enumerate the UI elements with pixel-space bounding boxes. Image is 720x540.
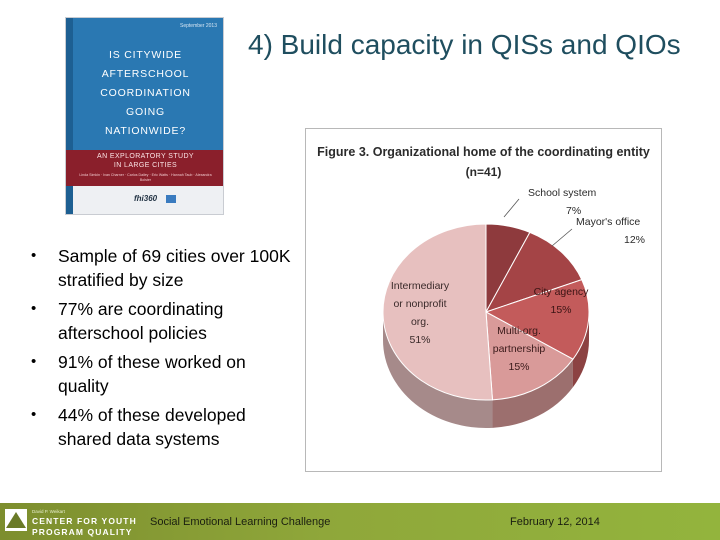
cover-subtitle: AN EXPLORATORY STUDY IN LARGE CITIES bbox=[97, 153, 194, 169]
cypq-logo-triangle bbox=[6, 512, 26, 528]
pie-slice bbox=[484, 278, 590, 360]
cover-red-band bbox=[66, 150, 223, 186]
bullet-item: • Sample of 69 cities over 100K stratifie… bbox=[30, 244, 300, 292]
pie-slice bbox=[382, 223, 494, 401]
pie-slice-side bbox=[383, 312, 493, 428]
bullet-item: • 77% are coordinating afterschool polici… bbox=[30, 297, 300, 345]
bullet-item: • 44% of these developed shared data syst… bbox=[30, 403, 300, 451]
leader-line bbox=[503, 198, 520, 218]
slice-label: School system 7% bbox=[528, 187, 597, 217]
cover-spine bbox=[66, 18, 73, 214]
slice-label: City agency 15% bbox=[534, 286, 590, 316]
slide-title: 4) Build capacity in QISs and QIOs bbox=[248, 29, 681, 60]
fhi360-logo: fhi360 bbox=[134, 194, 158, 203]
pie-chart-figure: Figure 3. Organizational home of the coo… bbox=[305, 128, 662, 472]
partner-logo-icon bbox=[166, 195, 176, 203]
footer-date: February 12, 2014 bbox=[510, 516, 600, 528]
leader-line bbox=[551, 228, 573, 247]
pie-slice-side bbox=[572, 312, 589, 388]
footer-event: Social Emotional Learning Challenge bbox=[150, 516, 331, 528]
cover-blue-panel bbox=[66, 18, 223, 150]
pie-slice-side bbox=[492, 359, 573, 428]
bullet-text: 77% are coordinating afterschool policie… bbox=[58, 299, 224, 343]
bullet-text: Sample of 69 cities over 100K stratified… bbox=[58, 246, 291, 290]
pie-chart: School system 7%Mayor's office 12% City age… bbox=[382, 187, 645, 428]
chart-title: Figure 3. Organizational home of the coo… bbox=[317, 145, 650, 159]
report-cover-image: September 2013 IS CITYWIDE AFTERSCHOOL C… bbox=[66, 18, 223, 214]
pie-slice bbox=[484, 231, 583, 313]
bullet-item: • 91% of these worked on quality bbox=[30, 350, 300, 398]
logo-text-line2: PROGRAM QUALITY bbox=[32, 527, 133, 537]
logo-small-text: David P. Weikart bbox=[32, 509, 65, 514]
bullet-list: • Sample of 69 cities over 100K stratifie… bbox=[30, 244, 300, 456]
bullet-icon: • bbox=[31, 406, 37, 423]
slice-label: Intermediary or nonprofit org. 51% bbox=[391, 280, 450, 346]
bullet-icon: • bbox=[31, 247, 37, 264]
cover-title: IS CITYWIDE AFTERSCHOOL COORDINATION GOI… bbox=[100, 49, 191, 137]
logo-text-line1: CENTER FOR YOUTH bbox=[32, 516, 137, 526]
chart-sample-size: (n=41) bbox=[465, 165, 502, 179]
slice-label: Multi-org. partnership 15% bbox=[493, 325, 546, 373]
cover-date: September 2013 bbox=[180, 23, 217, 29]
footer-bar: David P. Weikart CENTER FOR YOUTH PROGRA… bbox=[0, 503, 720, 540]
slice-label: Mayor's office 12% bbox=[576, 216, 645, 246]
cover-authors: Linda Simkin · Ivan Charner · Carlos Dai… bbox=[79, 173, 212, 182]
bullet-text: 44% of these developed shared data syste… bbox=[58, 405, 246, 449]
bullet-icon: • bbox=[31, 353, 37, 370]
pie-slice bbox=[485, 311, 574, 401]
bullet-text: 91% of these worked on quality bbox=[58, 352, 246, 396]
bullet-icon: • bbox=[31, 300, 37, 317]
